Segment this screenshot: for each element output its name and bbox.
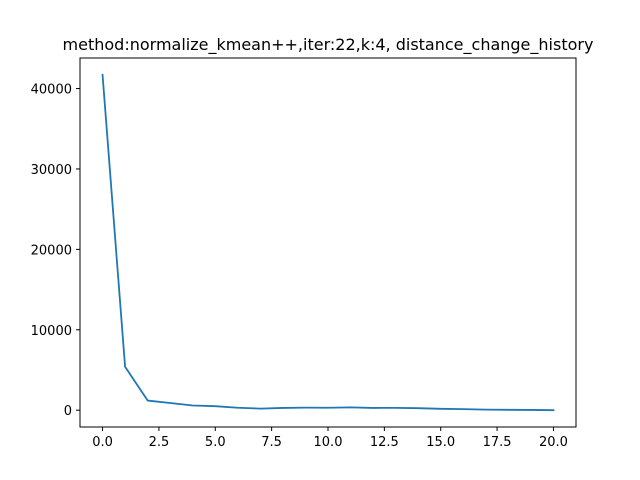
y-axis: 0 10000 20000 30000 40000 xyxy=(31,83,80,419)
y-tick-label: 30000 xyxy=(31,163,72,178)
y-tick-label: 0 xyxy=(64,404,72,419)
x-tick-label: 12.5 xyxy=(370,435,399,450)
x-tick-label: 7.5 xyxy=(261,435,282,450)
x-tick-label: 0.0 xyxy=(92,435,113,450)
y-tick-label: 10000 xyxy=(31,324,72,339)
y-tick-label: 40000 xyxy=(31,83,72,98)
x-tick-label: 5.0 xyxy=(205,435,226,450)
x-tick-label: 20.0 xyxy=(539,435,568,450)
x-tick-label: 15.0 xyxy=(426,435,455,450)
chart-title: method:normalize_kmean++,iter:22,k:4, di… xyxy=(63,35,594,55)
series-line-0 xyxy=(101,73,555,412)
x-tick-label: 2.5 xyxy=(149,435,170,450)
plot-area xyxy=(101,73,555,412)
x-tick-label: 10.0 xyxy=(314,435,343,450)
y-tick-label: 20000 xyxy=(31,243,72,258)
x-tick-label: 17.5 xyxy=(483,435,512,450)
x-axis: 0.0 2.5 5.0 7.5 10.0 12.5 15.0 17.5 20.0 xyxy=(92,427,568,450)
